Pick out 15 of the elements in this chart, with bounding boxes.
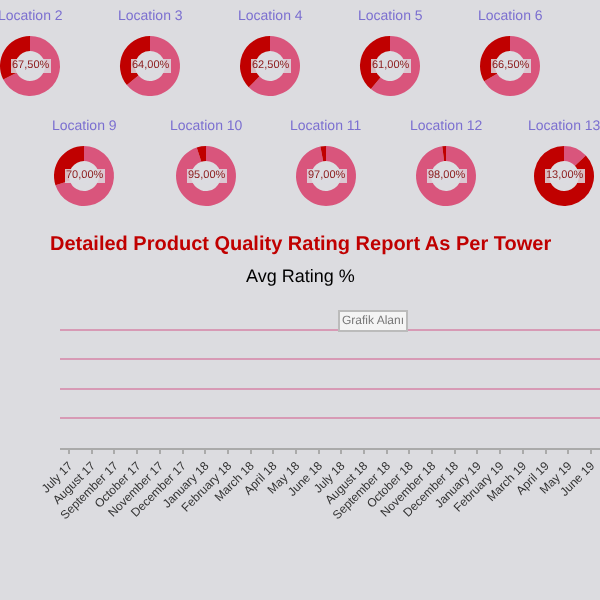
text: Detailed Product Quality Rating Report As Per Tower: [50, 234, 552, 256]
donut-slice: [176, 146, 236, 206]
donut-slice: [3, 36, 60, 96]
donut-slice: [370, 36, 420, 96]
donut-slice: [296, 146, 356, 206]
donut-slice: [126, 36, 180, 96]
donut-slice: [248, 36, 300, 96]
donut-slice: [196, 146, 206, 162]
text: Avg Rating %: [246, 266, 355, 286]
donut-slice: [320, 146, 326, 162]
donut-slice: [416, 146, 476, 206]
donut-slice: [564, 146, 586, 166]
donut-slice: [484, 36, 540, 96]
donut-slice: [534, 146, 594, 206]
donut-slice: [55, 146, 114, 206]
